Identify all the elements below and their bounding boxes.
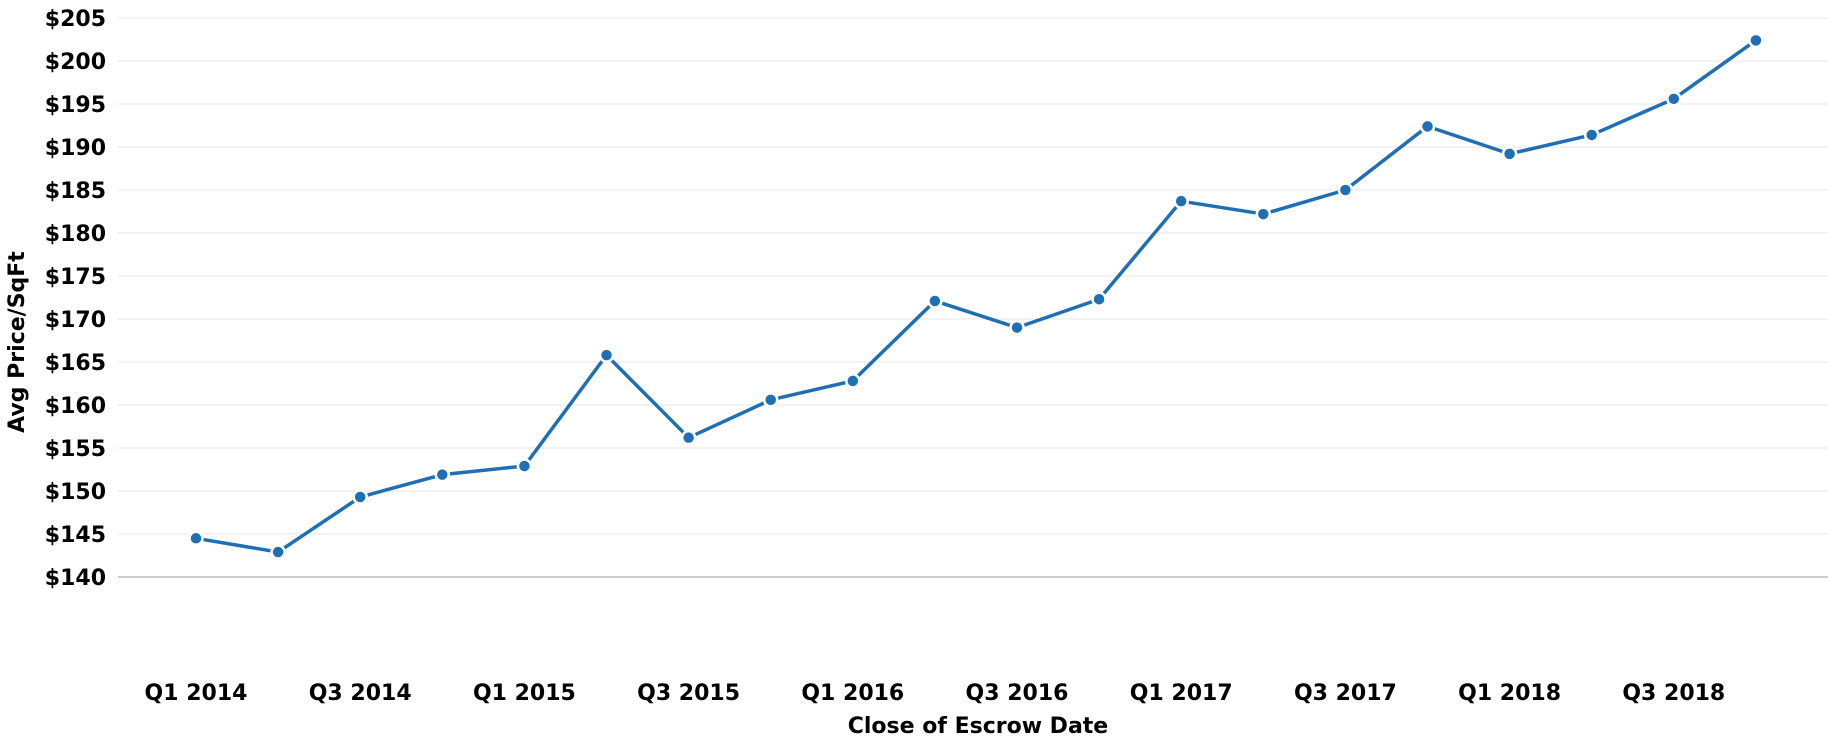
data-point	[845, 373, 861, 389]
data-point	[680, 429, 697, 446]
series-line	[194, 38, 1758, 554]
gridlines	[118, 17, 1828, 535]
x-tick-label: Q1 2017	[1130, 681, 1233, 706]
data-point	[927, 293, 943, 309]
data-point	[1501, 146, 1518, 162]
x-tick-label: Q1 2014	[145, 681, 248, 706]
y-tick-label: $200	[45, 50, 106, 75]
x-axis-tick-labels: Q1 2014 Q3 2014 Q1 2015 Q3 2015 Q1 2016 Q3 20…	[145, 681, 1726, 706]
x-tick-label: Q3 2016	[966, 681, 1069, 706]
data-point	[1666, 91, 1682, 107]
y-axis-tick-labels: $140 $145 $150 $155 $160 $165 $170 $175 $180 $185…	[45, 7, 106, 591]
y-tick-label: $150	[45, 480, 106, 505]
data-points	[188, 32, 1764, 560]
data-point	[1173, 193, 1189, 209]
y-tick-label: $140	[45, 566, 106, 591]
data-point	[1337, 182, 1354, 198]
data-point	[188, 530, 204, 547]
data-point	[1583, 127, 1600, 143]
y-tick-label: $205	[45, 7, 106, 32]
x-tick-label: Q1 2018	[1458, 681, 1561, 706]
x-tick-label: Q3 2015	[637, 681, 740, 706]
x-tick-label: Q1 2015	[473, 681, 576, 706]
y-tick-label: $185	[45, 179, 106, 204]
x-tick-label: Q3 2014	[309, 681, 412, 706]
y-axis-title: Avg Price/SqFt	[5, 251, 30, 433]
series	[194, 38, 1758, 554]
data-point	[1419, 118, 1436, 135]
data-point	[270, 544, 286, 560]
x-tick-label: Q3 2018	[1622, 681, 1725, 706]
data-point	[1091, 291, 1107, 307]
y-tick-label: $155	[45, 437, 106, 462]
data-point	[516, 458, 533, 474]
data-point	[1009, 319, 1025, 336]
data-point	[762, 392, 779, 408]
y-tick-label: $165	[45, 351, 106, 376]
x-axis-title: Close of Escrow Date	[848, 714, 1108, 739]
y-tick-label: $145	[45, 523, 106, 548]
data-point	[1255, 206, 1272, 222]
y-tick-label: $160	[45, 394, 106, 419]
data-point	[1748, 32, 1764, 49]
y-tick-label: $170	[45, 308, 106, 333]
y-tick-label: $190	[45, 136, 106, 161]
y-tick-label: $175	[45, 265, 106, 290]
y-tick-label: $180	[45, 222, 106, 247]
data-point	[434, 466, 451, 483]
x-tick-label: Q3 2017	[1294, 681, 1397, 706]
data-point	[352, 489, 368, 505]
y-tick-label: $195	[45, 93, 106, 118]
x-tick-label: Q1 2016	[801, 681, 904, 706]
data-point	[598, 347, 615, 363]
